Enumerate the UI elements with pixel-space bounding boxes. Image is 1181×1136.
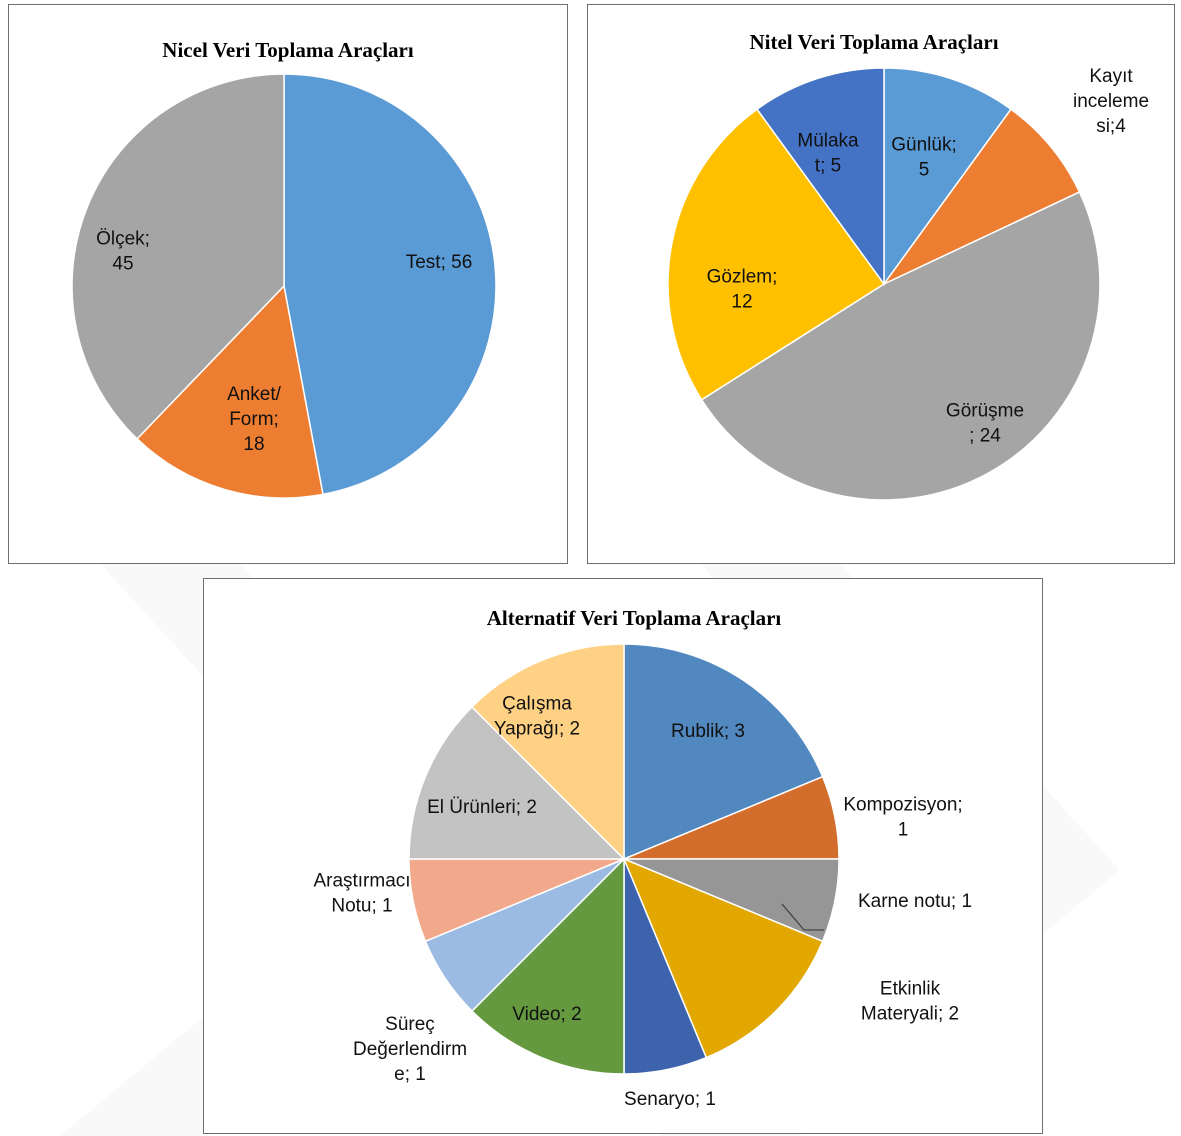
- pie-slice-kay-t-inceleme-si: [883, 108, 1081, 285]
- pie-chart-alternatif: Alternatif Veri Toplama Araçları Rublik;…: [313, 606, 972, 1110]
- pie-slice-g-r-me: [700, 191, 1101, 501]
- data-label-el-r-nleri: El Ürünleri; 2: [427, 797, 537, 818]
- data-label-anket-form: Anket/Form; 18: [227, 384, 282, 455]
- data-label-karne-notu: Karne notu; 1: [858, 891, 972, 912]
- data-label-rublik: Rublik; 3: [671, 721, 745, 742]
- data-label-s-re-de-erlendirm-e: Süreç Değerlendirm e; 1: [353, 1014, 467, 1085]
- leader-line-etkinlik-materyali: [781, 903, 824, 931]
- chart-panel-nitel: Nitel Veri Toplama Araçları Günlük; 5 Kayı…: [587, 4, 1175, 564]
- pie-slice-m-laka-t: [755, 67, 885, 287]
- pie-slice-video: [470, 857, 625, 1075]
- data-label-kay-t-inceleme-si: Kayıt inceleme si;4: [1073, 66, 1149, 137]
- pie-chart-nicel: Nicel Veri Toplama Araçları Test; 56 Anke…: [71, 38, 497, 499]
- data-label-g-zlem: Gözlem; 12: [707, 267, 778, 313]
- data-label-senaryo: Senaryo; 1: [624, 1089, 716, 1110]
- chart-panel-nicel: Nicel Veri Toplama Araçları Test; 56 Anke…: [8, 4, 568, 564]
- pie-slice-g-zlem: [667, 108, 886, 401]
- data-label-al-ma-yapra: Çalışma Yaprağı; 2: [494, 694, 580, 740]
- pie-slice-etkinlik-materyali: [622, 857, 824, 1059]
- pie-slice-l-ek: [71, 73, 285, 440]
- data-label-m-laka-t: Mülaka t; 5: [797, 131, 859, 177]
- chart-title: Alternatif Veri Toplama Araçları: [487, 606, 782, 630]
- data-label-ara-t-rmac-notu: Araştırmacı Notu; 1: [313, 871, 410, 917]
- data-label-l-ek: Ölçek; 45: [96, 229, 150, 275]
- data-label-video: Video; 2: [512, 1004, 581, 1025]
- pie-slice-el-r-nleri: [408, 705, 626, 860]
- pie-chart-nitel: Nitel Veri Toplama Araçları Günlük; 5 Kayı…: [667, 30, 1149, 501]
- chart-title: Nitel Veri Toplama Araçları: [749, 30, 998, 54]
- pie-slice-rublik: [623, 643, 824, 861]
- pie-slice-al-ma-yapra: [470, 643, 625, 861]
- data-label-etkinlik-materyali: Etkinlik Materyali; 2: [861, 979, 959, 1025]
- pie-slice-test: [283, 73, 497, 496]
- chart-title: Nicel Veri Toplama Araçları: [162, 38, 414, 62]
- data-label-kompozisyon: Kompozisyon; 1: [843, 795, 962, 841]
- data-label-g-r-me: Görüşme; 24: [946, 401, 1024, 447]
- data-label-g-nl-k: Günlük; 5: [891, 135, 956, 181]
- data-label-test: Test; 56: [406, 252, 473, 273]
- chart-panel-alternatif: Alternatif Veri Toplama Araçları Rublik;…: [203, 578, 1043, 1134]
- pie-slice-anket-form: [136, 284, 324, 499]
- pie-slice-g-nl-k: [883, 67, 1013, 287]
